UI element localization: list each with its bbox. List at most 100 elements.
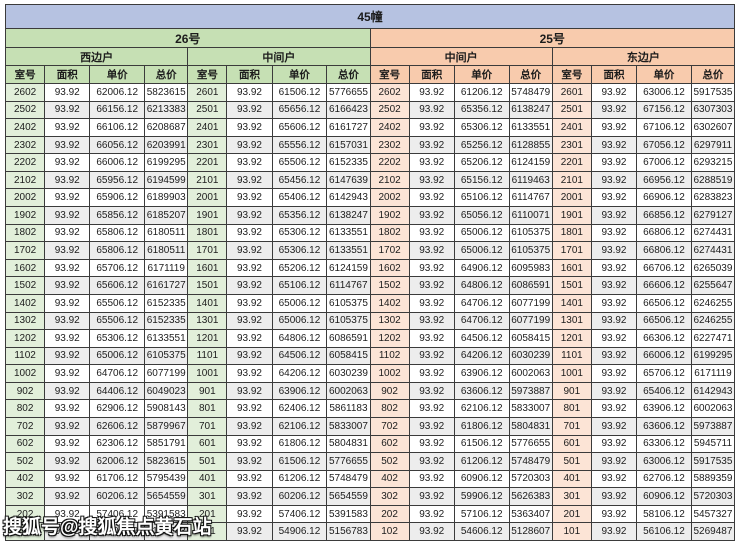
cell-room: 701 [552,417,592,436]
unit-header-1: 中间户 [188,48,371,66]
cell-area: 93.92 [591,312,638,331]
cell-room: 102 [6,523,46,541]
cell-room: 901 [188,382,228,401]
cell-price: 64206.12 [272,365,328,383]
cell-room: 1602 [370,259,410,278]
cell-room: 2401 [552,119,592,137]
cell-room: 1301 [552,312,592,331]
cell-total: 5654559 [145,488,189,506]
cell-room: 2402 [6,119,46,137]
cell-room: 302 [370,488,410,506]
cell-price: 54906.12 [90,523,146,541]
column-header: 室号 [552,66,592,84]
cell-total: 5776655 [327,84,371,102]
cell-total: 6213383 [145,101,189,120]
cell-price: 64906.12 [454,259,510,278]
price-table: 45幢 26号 25号 西边户 中间户 中间户 东边户 室号 面积 单价 总价 室号 面积 单价 总价 室号… [5,4,735,541]
cell-room: 1202 [6,330,46,348]
cell-total: 6161727 [327,119,371,137]
cell-area: 93.92 [45,330,91,348]
cell-area: 93.92 [409,400,455,418]
cell-price: 64706.12 [454,312,510,331]
cell-room: 702 [6,417,46,436]
cell-price: 61806.12 [454,417,510,436]
cell-room: 2602 [370,84,410,102]
cell-area: 93.92 [45,136,91,155]
cell-room: 502 [370,453,410,471]
cell-area: 93.92 [591,294,638,313]
cell-total: 5391583 [145,505,189,524]
cell-total: 6105375 [327,294,371,313]
cell-total: 6255647 [691,277,735,295]
cell-area: 93.92 [227,330,273,348]
cell-room: 1701 [552,242,592,260]
cell-area: 93.92 [45,154,91,172]
cell-total: 6095983 [509,259,553,278]
cell-price: 66856.12 [637,207,692,225]
cell-area: 93.92 [227,417,273,436]
cell-total: 6293215 [691,154,735,172]
cell-area: 93.92 [409,101,455,120]
cell-total: 6124159 [327,259,371,278]
cell-room: 1002 [6,365,46,383]
cell-area: 93.92 [591,435,638,454]
cell-total: 5654559 [327,488,371,506]
column-header: 单价 [272,66,328,84]
cell-area: 93.92 [227,259,273,278]
cell-price: 65156.12 [454,171,510,190]
cell-area: 93.92 [591,154,638,172]
cell-total: 5823615 [145,84,189,102]
cell-room: 1902 [370,207,410,225]
cell-price: 65506.12 [272,154,328,172]
cell-total: 6152335 [145,312,189,331]
cell-room: 1302 [6,312,46,331]
cell-price: 65456.12 [272,171,328,190]
column-header: 单价 [637,66,692,84]
cell-room: 2102 [6,171,46,190]
cell-price: 65106.12 [454,189,510,208]
cell-area: 93.92 [591,347,638,366]
cell-price: 64506.12 [272,347,328,366]
cell-total: 6199295 [145,154,189,172]
cell-room: 1802 [6,224,46,243]
cell-price: 65256.12 [454,136,510,155]
cell-total: 5861183 [327,400,371,418]
cell-room: 2601 [552,84,592,102]
cell-total: 6114767 [327,277,371,295]
cell-price: 65556.12 [272,136,328,155]
cell-price: 66306.12 [637,330,692,348]
cell-room: 1101 [552,347,592,366]
cell-area: 93.92 [409,242,455,260]
cell-total: 5457327 [691,505,735,524]
cell-area: 93.92 [591,453,638,471]
cell-total: 5945711 [691,435,735,454]
cell-area: 93.92 [591,224,638,243]
cell-room: 1602 [6,259,46,278]
cell-total: 5748479 [327,470,371,489]
cell-room: 101 [188,523,228,541]
cell-price: 61506.12 [454,435,510,454]
cell-total: 6171119 [691,365,735,383]
cell-price: 65956.12 [90,171,146,190]
cell-room: 301 [552,488,592,506]
cell-room: 802 [6,400,46,418]
cell-area: 93.92 [409,84,455,102]
cell-area: 93.92 [591,136,638,155]
cell-total: 6307303 [691,101,735,120]
cell-area: 93.92 [409,312,455,331]
cell-area: 93.92 [409,207,455,225]
cell-price: 61206.12 [454,453,510,471]
cell-area: 93.92 [591,242,638,260]
cell-total: 6105375 [145,347,189,366]
column-header: 面积 [591,66,638,84]
cell-price: 66906.12 [637,189,692,208]
cell-room: 1201 [188,330,228,348]
cell-total: 6302607 [691,119,735,137]
cell-price: 65706.12 [90,259,146,278]
cell-room: 1502 [6,277,46,295]
cell-room: 1001 [188,365,228,383]
cell-price: 56106.12 [637,523,692,541]
cell-room: 2201 [188,154,228,172]
cell-room: 102 [370,523,410,541]
cell-total: 6283823 [691,189,735,208]
